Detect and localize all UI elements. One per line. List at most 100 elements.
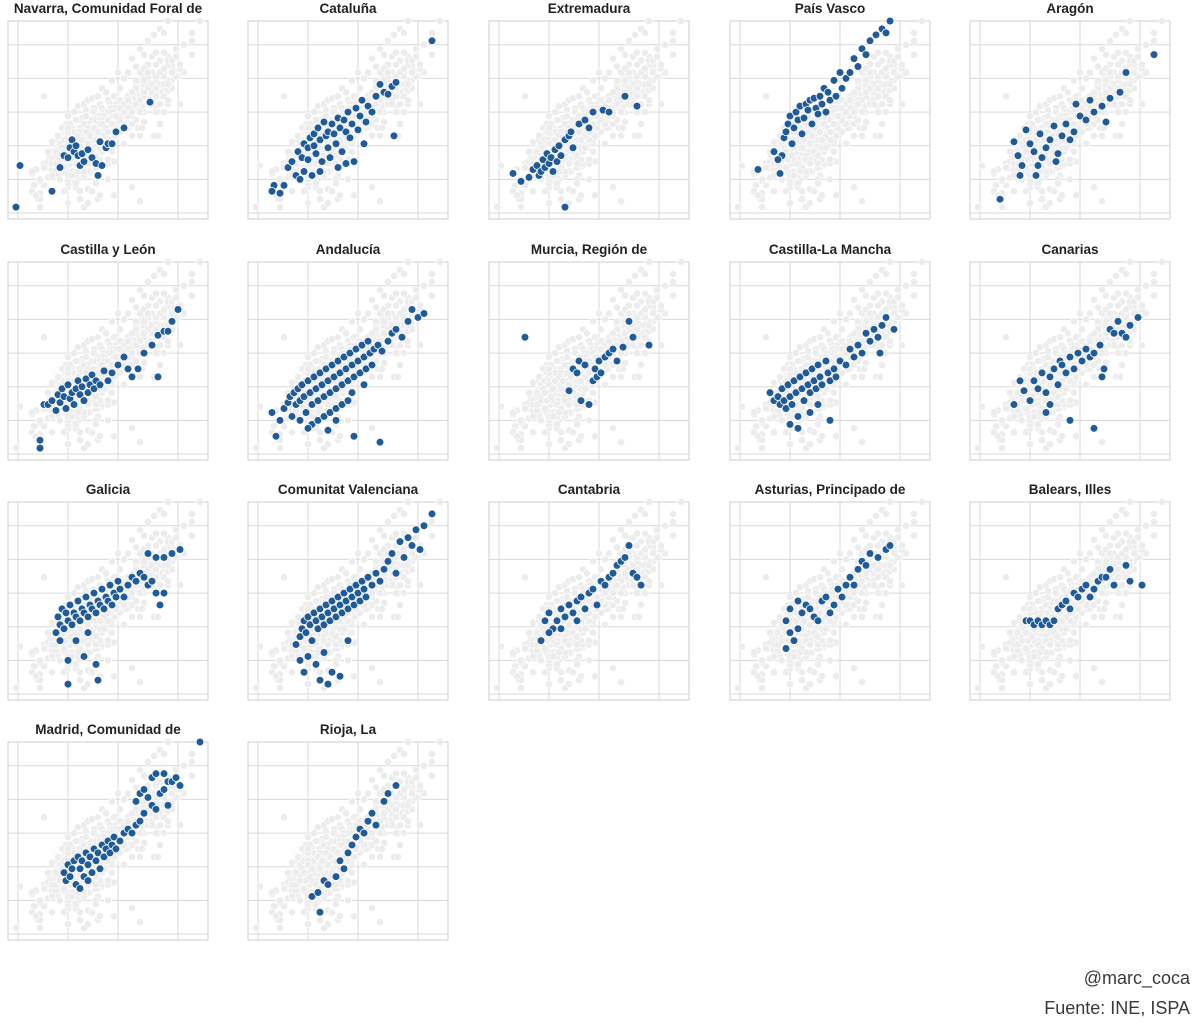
context-point xyxy=(770,187,778,196)
panel-title: Murcia, Región de xyxy=(531,242,648,257)
context-point xyxy=(164,80,172,89)
data-point xyxy=(419,309,429,318)
context-point xyxy=(1026,199,1034,208)
context-point xyxy=(392,108,400,116)
context-point xyxy=(653,52,661,61)
data-point xyxy=(753,165,763,174)
context-point xyxy=(1106,36,1114,45)
data-point xyxy=(343,396,353,405)
context-point xyxy=(136,372,144,381)
data-point xyxy=(389,131,399,141)
data-point xyxy=(508,169,518,178)
data-point xyxy=(287,157,297,166)
context-point xyxy=(252,203,260,212)
context-point xyxy=(138,124,146,132)
context-point xyxy=(605,96,613,105)
context-point xyxy=(794,179,802,188)
data-point xyxy=(331,416,341,425)
data-point xyxy=(1065,135,1075,145)
context-point xyxy=(304,440,312,449)
context-point xyxy=(1126,80,1134,89)
context-point xyxy=(1070,147,1078,156)
context-point xyxy=(621,76,629,85)
context-point xyxy=(376,131,384,140)
context-point xyxy=(738,161,746,170)
context-point xyxy=(128,131,136,140)
context-point xyxy=(669,50,677,59)
context-point xyxy=(1010,187,1018,196)
context-point xyxy=(1090,131,1098,140)
context-point xyxy=(364,68,372,77)
context-point xyxy=(344,175,352,184)
context-point xyxy=(128,349,136,357)
context-point xyxy=(304,199,312,208)
data-point xyxy=(363,336,373,346)
context-point xyxy=(882,64,890,73)
data-point xyxy=(355,111,365,121)
context-point xyxy=(553,179,561,188)
context-point xyxy=(54,131,62,140)
data-point xyxy=(566,127,576,137)
context-point xyxy=(328,187,336,196)
data-point xyxy=(620,91,630,101)
context-point xyxy=(573,179,581,188)
context-point xyxy=(786,199,794,208)
context-point xyxy=(104,155,112,164)
data-point xyxy=(871,30,881,40)
context-point xyxy=(762,92,770,101)
context-point xyxy=(196,17,204,25)
data-point xyxy=(1045,135,1055,145)
context-point xyxy=(124,309,132,318)
context-point xyxy=(597,84,605,93)
context-point xyxy=(609,183,617,192)
context-point xyxy=(858,131,866,140)
data-point xyxy=(773,155,783,164)
panel-title: País Vasco xyxy=(795,1,866,16)
context-point xyxy=(1134,44,1142,53)
context-point xyxy=(589,76,597,85)
context-point xyxy=(354,309,362,318)
data-point xyxy=(807,119,817,129)
context-point xyxy=(1002,92,1010,101)
context-point xyxy=(412,285,420,294)
context-point xyxy=(870,100,878,109)
context-point xyxy=(1098,197,1106,206)
context-point xyxy=(172,293,180,302)
context-point xyxy=(368,372,376,381)
context-point xyxy=(160,349,168,357)
context-point xyxy=(390,30,398,39)
context-point xyxy=(256,161,264,170)
data-point xyxy=(79,396,89,405)
context-point xyxy=(94,92,102,101)
context-point xyxy=(400,48,408,57)
data-point xyxy=(357,95,367,105)
context-point xyxy=(84,440,92,449)
context-point xyxy=(152,301,160,310)
context-point xyxy=(154,131,162,140)
context-point xyxy=(890,68,898,77)
data-point xyxy=(351,103,361,113)
context-point xyxy=(517,203,525,212)
context-point xyxy=(72,357,80,365)
data-point xyxy=(341,159,351,168)
context-point xyxy=(669,28,677,37)
context-point xyxy=(850,88,858,97)
context-point xyxy=(384,68,392,77)
context-point xyxy=(404,17,412,25)
context-point xyxy=(128,88,136,97)
context-point xyxy=(1122,48,1130,57)
context-point xyxy=(400,349,408,357)
context-point xyxy=(990,167,998,176)
context-point xyxy=(1070,76,1078,85)
data-point xyxy=(580,115,590,125)
data-point xyxy=(47,186,57,196)
context-point xyxy=(854,76,862,85)
context-point xyxy=(188,269,196,278)
context-point xyxy=(392,60,400,69)
context-point xyxy=(898,60,906,69)
context-point xyxy=(1158,17,1166,25)
context-point xyxy=(104,127,112,136)
data-point xyxy=(99,366,109,376)
context-point xyxy=(392,301,400,310)
context-point xyxy=(910,36,918,45)
